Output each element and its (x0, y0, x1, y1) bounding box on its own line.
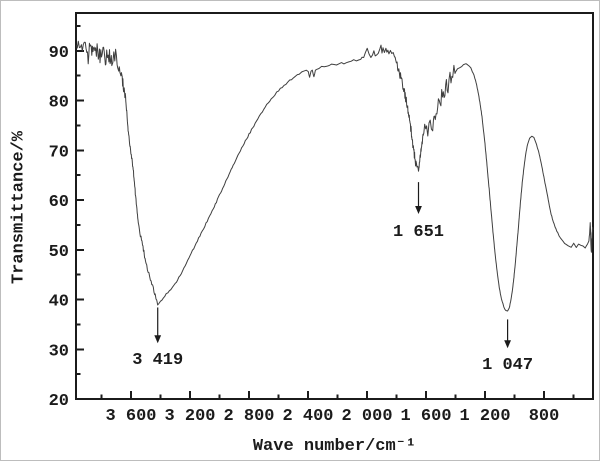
peak-annotation: 1 047 (482, 319, 533, 375)
y-tick-label: 70 (49, 143, 69, 162)
plot-frame (75, 12, 594, 400)
x-tick-label: 1 600 (401, 407, 452, 426)
y-tick-label: 60 (49, 193, 69, 212)
x-tick-label: 1 200 (460, 407, 511, 426)
spectrum-curve (76, 40, 594, 312)
y-tick-label: 50 (49, 243, 69, 262)
x-tick-label: 2 400 (283, 407, 334, 426)
x-axis: 3 600 3 200 2 800 2 400 2 000 1 600 1 200 800 (100, 391, 575, 426)
x-axis-title: Wave number/cm⁻¹ (252, 437, 417, 456)
x-tick-label: 2 800 (224, 407, 275, 426)
peak-label: 1 651 (393, 223, 444, 242)
y-tick-label: 80 (49, 94, 69, 113)
x-tick-label: 2 000 (342, 407, 393, 426)
y-tick-label: 20 (49, 392, 69, 411)
peak-label: 1 047 (482, 356, 533, 375)
peak-annotation: 3 419 (132, 307, 183, 370)
x-tick-label: 3 600 (106, 407, 157, 426)
peak-arrow-head-icon (154, 335, 162, 344)
peak-label: 3 419 (132, 351, 183, 370)
peak-annotation: 1 651 (393, 182, 444, 242)
peak-arrow-head-icon (504, 340, 511, 349)
x-tick-label: 800 (529, 407, 560, 426)
peak-arrow-head-icon (415, 205, 422, 214)
y-tick-label: 30 (49, 342, 69, 361)
y-tick-label: 40 (49, 293, 69, 312)
y-axis-title: Transmittance/% (9, 130, 29, 285)
y-tick-label: 90 (49, 44, 69, 63)
x-tick-label: 3 200 (165, 407, 216, 426)
y-axis: 90 80 70 60 50 40 30 20 (49, 24, 84, 411)
